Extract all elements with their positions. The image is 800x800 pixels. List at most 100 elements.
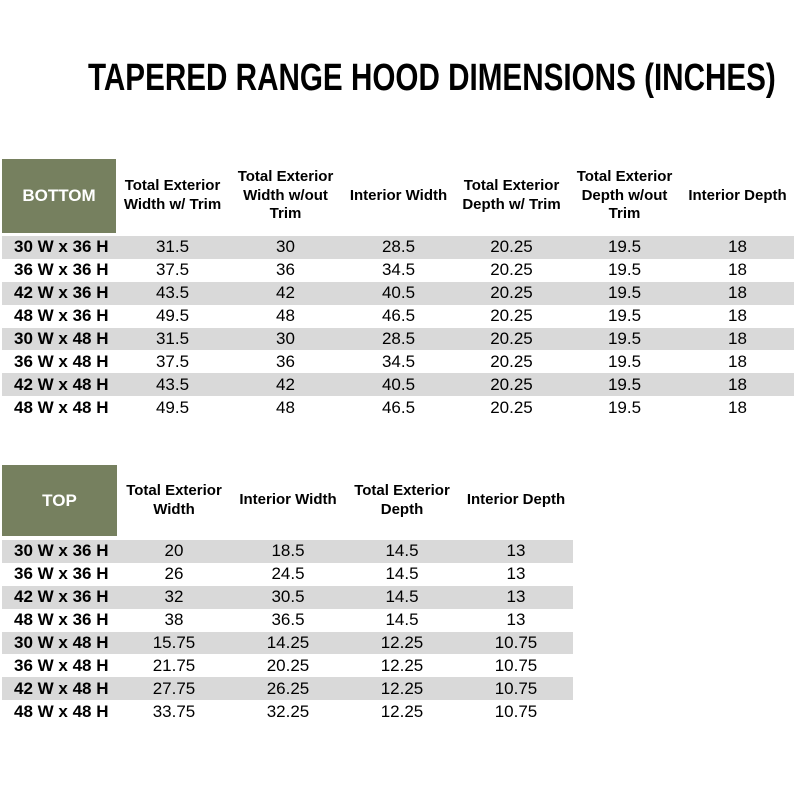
table-row: 30 W x 48 H 31.5 30 28.5 20.25 19.5 18 [2,327,794,351]
dimension-value: 20.25 [490,237,533,257]
dimension-value: 14.5 [385,587,419,607]
header-body-divider [2,233,794,236]
row-label: 48 W x 36 H [14,306,109,326]
column-header: Total Exterior Width w/out Trim [229,159,342,233]
dimension-value: 46.5 [381,306,416,326]
column-header: Interior Depth [681,159,794,233]
dimension-value: 32.25 [266,701,310,721]
dimension-value: 14.25 [266,633,310,652]
dimension-value: 13 [506,587,526,607]
top-table-corner-label: TOP [2,465,117,536]
top-table-body: 30 W x 36 H 20 18.5 14.5 13 36 W x 36 H 26 24.5… [2,540,573,724]
dimension-value: 18 [728,260,747,280]
table-row: 30 W x 36 H 20 18.5 14.5 13 [2,540,573,563]
dimension-value: 18 [728,306,747,326]
row-label: 48 W x 48 H [14,701,109,721]
row-label: 42 W x 36 H [14,587,109,607]
dimension-value: 18 [728,283,747,303]
table-row: 42 W x 36 H 32 30.5 14.5 13 [2,585,573,609]
dimension-value: 20.25 [490,260,533,280]
dimension-value: 12.25 [380,701,424,721]
row-label: 42 W x 48 H [14,678,109,698]
dimension-value: 37.5 [155,351,190,371]
table-row: 36 W x 36 H 26 24.5 14.5 13 [2,562,573,586]
table-row: 48 W x 48 H 49.5 48 46.5 20.25 19.5 18 [2,396,794,420]
dimension-value: 34.5 [381,260,416,280]
bottom-table-corner-label: BOTTOM [2,159,116,233]
dimension-value: 28.5 [381,329,416,348]
dimension-value: 13 [506,541,526,561]
dimension-value: 20.25 [490,306,533,326]
column-header: Total Exterior Width w/ Trim [116,159,229,233]
dimension-value: 32 [164,587,184,607]
dimension-value: 31.5 [155,329,190,348]
table-row: 30 W x 48 H 15.75 14.25 12.25 10.75 [2,631,573,655]
dimension-value: 28.5 [381,237,416,257]
row-label: 36 W x 36 H [14,260,109,280]
dimension-value: 49.5 [155,306,190,326]
dimension-value: 43.5 [155,283,190,303]
column-header: Interior Width [342,159,455,233]
dimension-value: 48 [276,306,295,326]
dimension-value: 20.25 [266,655,310,675]
dimension-value: 18 [728,329,747,348]
dimension-value: 14.5 [385,564,419,584]
column-header: Interior Width [231,465,345,536]
dimension-value: 15.75 [152,633,196,652]
bottom-table-header-row: BOTTOM Total Exterior Width w/ Trim Total… [2,159,794,233]
row-label: 30 W x 36 H [14,237,109,257]
column-header: Total Exterior Depth w/out Trim [568,159,681,233]
dimension-value: 19.5 [607,397,642,417]
dimension-value: 27.75 [152,678,196,698]
row-label: 36 W x 48 H [14,351,109,371]
dimension-value: 20.25 [490,351,533,371]
bottom-table-body: 30 W x 36 H 31.5 30 28.5 20.25 19.5 18 36 W x 3… [2,236,794,420]
dimension-value: 14.5 [385,541,419,561]
dimension-value: 19.5 [607,306,642,326]
row-label: 36 W x 36 H [14,564,109,584]
bottom-dimensions-table: BOTTOM Total Exterior Width w/ Trim Total… [2,159,794,420]
dimension-value: 31.5 [155,237,190,257]
dimension-value: 40.5 [381,374,416,394]
row-label: 42 W x 48 H [14,374,109,394]
row-label: 30 W x 36 H [14,541,109,561]
dimension-value: 18 [728,351,747,371]
table-row: 30 W x 36 H 31.5 30 28.5 20.25 19.5 18 [2,236,794,259]
row-label: 48 W x 48 H [14,397,109,417]
row-label: 36 W x 48 H [14,655,109,675]
table-row: 36 W x 48 H 37.5 36 34.5 20.25 19.5 18 [2,350,794,374]
header-body-divider [2,536,573,540]
dimension-value: 18.5 [271,541,305,561]
dimension-value: 18 [728,237,747,257]
dimension-value: 26.25 [266,678,310,698]
column-header: Total Exterior Depth [345,465,459,536]
dimension-value: 19.5 [607,329,642,348]
table-row: 42 W x 48 H 43.5 42 40.5 20.25 19.5 18 [2,373,794,397]
dimension-value: 26 [164,564,184,584]
dimension-value: 13 [506,564,526,584]
dimension-value: 19.5 [607,237,642,257]
dimension-value: 34.5 [381,351,416,371]
column-header: Interior Depth [459,465,573,536]
row-label: 48 W x 36 H [14,610,109,630]
dimension-value: 33.75 [152,701,196,721]
dimension-value: 43.5 [155,374,190,394]
dimension-value: 30 [276,329,295,348]
dimension-value: 18 [728,397,747,417]
table-row: 36 W x 36 H 37.5 36 34.5 20.25 19.5 18 [2,258,794,282]
dimension-value: 49.5 [155,397,190,417]
dimension-value: 37.5 [155,260,190,280]
dimension-value: 20.25 [490,374,533,394]
dimension-value: 20 [164,541,184,561]
dimension-value: 48 [276,397,295,417]
dimension-value: 38 [164,610,184,630]
page-title: TAPERED RANGE HOOD DIMENSIONS (INCHES) [88,57,776,99]
column-header: Total Exterior Depth w/ Trim [455,159,568,233]
table-row: 48 W x 48 H 33.75 32.25 12.25 10.75 [2,700,573,724]
table-row: 42 W x 48 H 27.75 26.25 12.25 10.75 [2,677,573,701]
dimension-value: 30 [276,237,295,257]
dimension-value: 10.75 [494,655,538,675]
dimension-value: 21.75 [152,655,196,675]
dimension-value: 19.5 [607,260,642,280]
dimension-value: 24.5 [271,564,305,584]
